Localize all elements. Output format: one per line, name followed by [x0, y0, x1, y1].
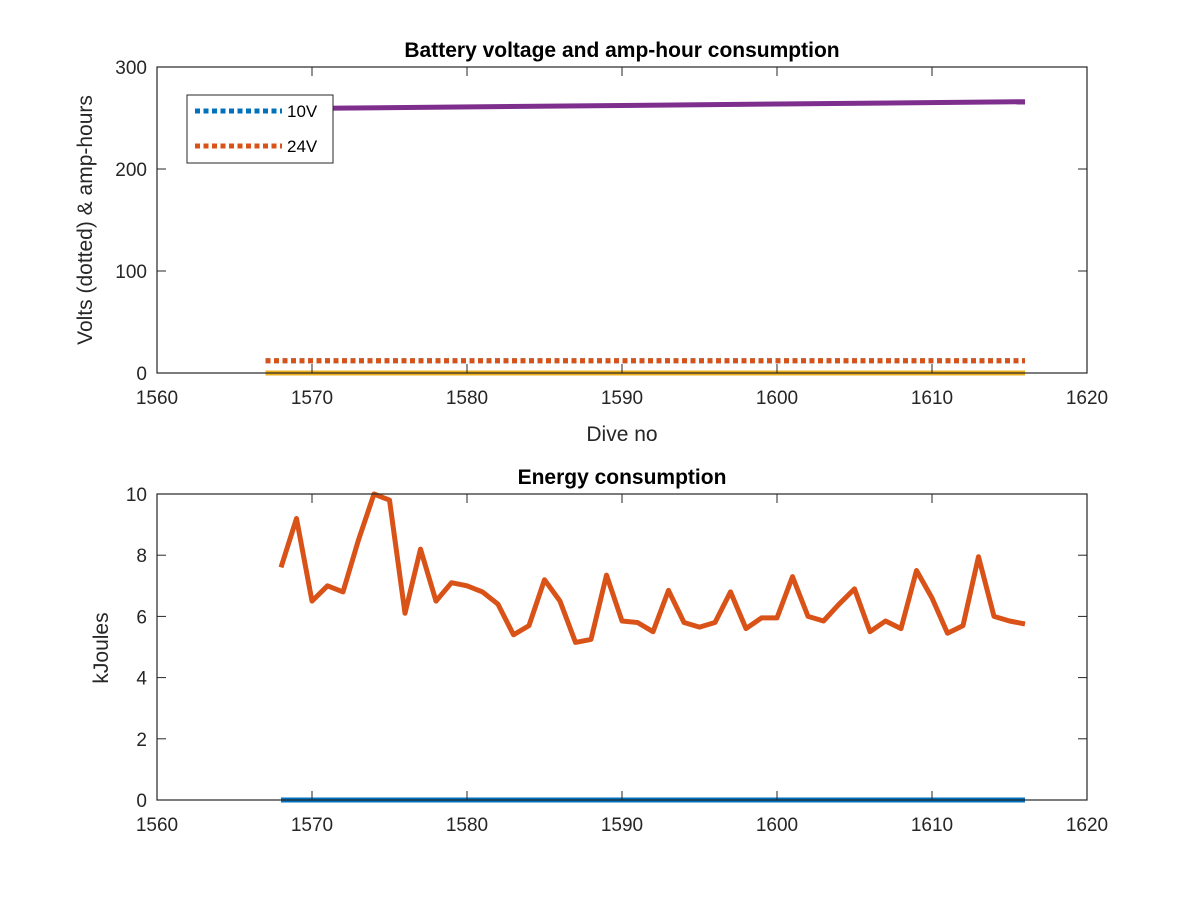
- top-chart-x-tick-label: 1590: [601, 388, 643, 409]
- bottom-chart: 1560 1570 1580 1590 1600 1610 1620 0 2 4 6 8 10 Ener…: [90, 466, 1108, 836]
- bottom-chart-series-line-1: [278, 491, 1026, 645]
- bottom-chart-y-tick-label: 4: [136, 669, 147, 690]
- bottom-chart-y-axis-label: kJoules: [90, 612, 113, 683]
- bottom-chart-x-tick-label: 1570: [291, 815, 333, 836]
- top-chart: 1560 1570 1580 1590 1600 1610 1620 0 100 200 300 B…: [74, 39, 1108, 446]
- bottom-chart-title: Energy consumption: [518, 466, 727, 489]
- top-chart-x-axis-label: Dive no: [586, 423, 657, 446]
- top-chart-y-tick-label: 300: [115, 58, 147, 79]
- bottom-chart-x-tick-label: 1590: [601, 815, 643, 836]
- bottom-chart-x-tick-label: 1600: [756, 815, 798, 836]
- bottom-chart-x-tick-label: 1620: [1066, 815, 1108, 836]
- bottom-chart-x-tick-label: 1580: [446, 815, 488, 836]
- bottom-chart-y-tick-label: 2: [136, 730, 147, 751]
- bottom-chart-y-tick-label: 10: [126, 485, 147, 506]
- bottom-chart-y-tick-label: 0: [136, 791, 147, 812]
- bottom-chart-y-tick-label: 6: [136, 607, 147, 628]
- legend-label-24v: 24V: [287, 137, 318, 156]
- top-chart-x-tick-label: 1600: [756, 388, 798, 409]
- top-chart-legend: 10V 24V: [186, 94, 334, 164]
- top-chart-x-tick-label: 1610: [911, 388, 953, 409]
- bottom-chart-x-tick-label: 1610: [911, 815, 953, 836]
- top-chart-series-line-3: [265, 99, 1026, 112]
- bottom-chart-x-tick-label: 1560: [136, 815, 178, 836]
- top-chart-x-tick-label: 1560: [136, 388, 178, 409]
- bottom-chart-y-tick-label: 8: [136, 546, 147, 567]
- top-chart-title: Battery voltage and amp-hour consumption: [404, 39, 839, 62]
- top-chart-ticks: 1560 1570 1580 1590 1600 1610 1620 0 100 200 300: [115, 58, 1108, 409]
- legend-box: [186, 94, 334, 164]
- top-chart-y-axis-label: Volts (dotted) & amp-hours: [74, 95, 97, 345]
- legend-label-10v: 10V: [287, 102, 318, 121]
- top-chart-y-tick-label: 100: [115, 262, 147, 283]
- top-chart-y-tick-label: 200: [115, 160, 147, 181]
- top-chart-x-tick-label: 1620: [1066, 388, 1108, 409]
- top-chart-x-tick-label: 1580: [446, 388, 488, 409]
- top-chart-y-tick-label: 0: [136, 364, 147, 385]
- top-chart-x-tick-label: 1570: [291, 388, 333, 409]
- bottom-chart-ticks: 1560 1570 1580 1590 1600 1610 1620 0 2 4 6 8 10: [126, 485, 1108, 836]
